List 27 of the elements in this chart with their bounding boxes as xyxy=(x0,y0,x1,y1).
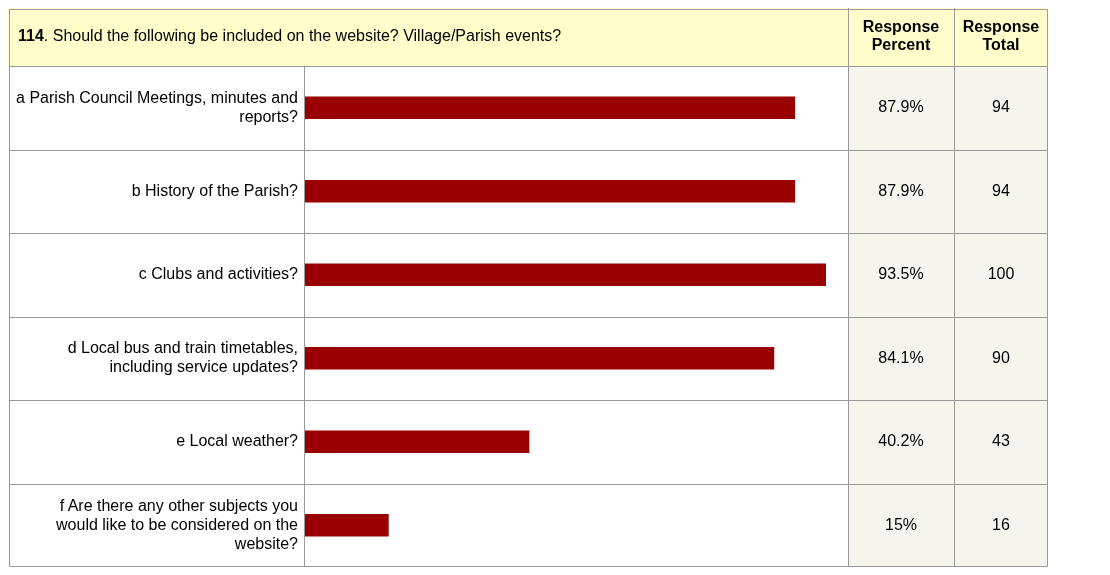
text: 84.1% xyxy=(878,348,924,366)
chart-title: 114. Should the following be included on the website? Village/Parish events? xyxy=(18,27,562,45)
y-tick-label: f Are there any other subjects you would like to be considered on the website? xyxy=(55,496,299,552)
bar xyxy=(305,430,530,454)
y-tick-label: c Clubs and activities? xyxy=(138,265,299,283)
text: 43 xyxy=(992,432,1010,450)
bar xyxy=(305,179,796,203)
text: 94 xyxy=(992,98,1010,116)
bar xyxy=(305,263,826,287)
y-tick-label: b History of the Parish? xyxy=(131,181,299,199)
bar xyxy=(305,513,389,537)
text: 87.9% xyxy=(878,181,924,199)
text: 100 xyxy=(987,265,1015,283)
text: 87.9% xyxy=(878,98,924,116)
y-tick-label: a Parish Council Meetings, minutes and reports? xyxy=(16,88,299,125)
text: 93.5% xyxy=(878,265,924,283)
y-tick-label: d Local bus and train timetables, including service updates? xyxy=(67,339,299,376)
bar xyxy=(305,346,775,370)
bar xyxy=(305,96,796,120)
text: Response Total xyxy=(962,18,1040,54)
text: 15% xyxy=(884,515,918,533)
text: 90 xyxy=(992,348,1010,366)
text: 94 xyxy=(992,181,1010,199)
text: 16 xyxy=(992,515,1010,533)
text: 40.2% xyxy=(878,432,924,450)
text: Response Percent xyxy=(862,18,940,54)
y-tick-label: e Local weather? xyxy=(176,432,299,450)
